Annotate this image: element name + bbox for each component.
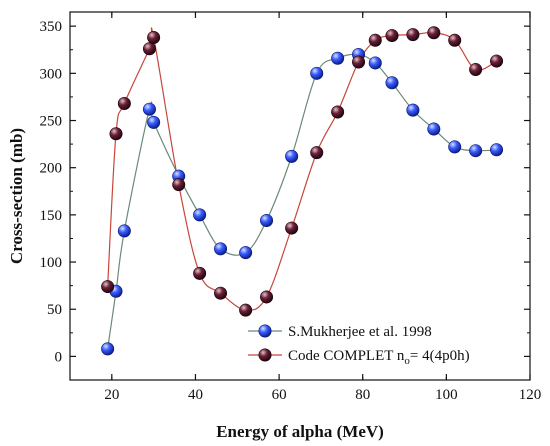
- x-tick-label: 60: [272, 387, 287, 403]
- data-point-series-1: [260, 290, 274, 304]
- data-point-series-1: [142, 42, 156, 56]
- data-point-series-0: [214, 242, 228, 256]
- y-axis-title: Cross-section (mb): [7, 128, 26, 264]
- legend-label-suffix: = 4(4p0h): [410, 348, 470, 364]
- series-line-1: [107, 27, 497, 311]
- data-point-series-1: [385, 29, 399, 43]
- data-point-series-1: [172, 178, 186, 192]
- y-tick-label: 350: [40, 19, 63, 35]
- data-point-series-0: [469, 144, 483, 158]
- data-point-series-0: [368, 56, 382, 70]
- y-tick-label: 300: [40, 66, 63, 82]
- x-tick-label: 80: [355, 387, 370, 403]
- data-point-series-1: [239, 303, 253, 317]
- legend-marker-1: [258, 348, 272, 362]
- legend-label-complet: Code COMPLET no= 4(4p0h): [288, 348, 470, 367]
- data-point-series-0: [117, 224, 131, 238]
- data-point-series-0: [101, 342, 115, 356]
- legend-label-subscript: o: [404, 355, 410, 367]
- y-tick-label: 200: [40, 161, 63, 177]
- data-point-series-1: [368, 33, 382, 47]
- data-point-series-1: [352, 55, 366, 69]
- data-point-series-1: [310, 146, 324, 160]
- data-point-series-0: [193, 208, 207, 222]
- data-point-series-0: [239, 246, 253, 260]
- data-point-series-0: [385, 76, 399, 90]
- data-point-series-1: [214, 286, 228, 300]
- data-point-series-1: [101, 280, 115, 294]
- legend: S.Mukherjee et al. 1998 Code COMPLET no= …: [248, 324, 470, 367]
- data-point-series-1: [406, 28, 420, 42]
- data-point-series-0: [448, 140, 462, 154]
- legend-label-prefix: Code COMPLET n: [288, 348, 405, 364]
- x-axis-title: Energy of alpha (MeV): [216, 422, 384, 441]
- data-point-series-1: [427, 26, 441, 40]
- data-point-series-1: [448, 33, 462, 47]
- data-point-series-1: [285, 221, 299, 235]
- y-tick-label: 100: [40, 255, 63, 271]
- axes: 20 40 60 80 100 120 0 50 100 150 200 250 300 350: [40, 12, 542, 403]
- y-tick-label: 0: [55, 349, 63, 365]
- x-tick-label: 120: [519, 387, 542, 403]
- data-point-series-0: [427, 122, 441, 136]
- data-point-series-0: [260, 214, 274, 228]
- legend-marker-0: [258, 324, 272, 338]
- data-point-series-0: [331, 51, 345, 65]
- data-point-series-0: [310, 66, 324, 80]
- data-point-series-0: [285, 149, 299, 163]
- data-point-series-1: [331, 105, 345, 119]
- legend-label-mukherjee: S.Mukherjee et al. 1998: [288, 324, 432, 340]
- x-tick-label: 20: [104, 387, 119, 403]
- series-lines: [107, 27, 497, 349]
- y-tick-label: 150: [40, 208, 63, 224]
- data-point-series-1: [469, 63, 483, 77]
- data-point-series-1: [109, 127, 123, 141]
- data-point-series-1: [147, 30, 161, 44]
- data-point-series-0: [490, 143, 504, 157]
- series-line-0: [107, 53, 497, 349]
- data-point-series-0: [406, 103, 420, 117]
- data-point-series-1: [117, 97, 131, 111]
- data-point-series-1: [490, 54, 504, 68]
- series-points: [101, 26, 504, 356]
- x-tick-label: 100: [435, 387, 458, 403]
- y-tick-label: 250: [40, 114, 63, 130]
- plot-frame: [69, 11, 531, 381]
- data-point-series-0: [147, 115, 161, 129]
- data-point-series-1: [193, 266, 207, 280]
- data-point-series-0: [142, 102, 156, 116]
- x-tick-label: 40: [188, 387, 203, 403]
- y-tick-label: 50: [47, 302, 62, 318]
